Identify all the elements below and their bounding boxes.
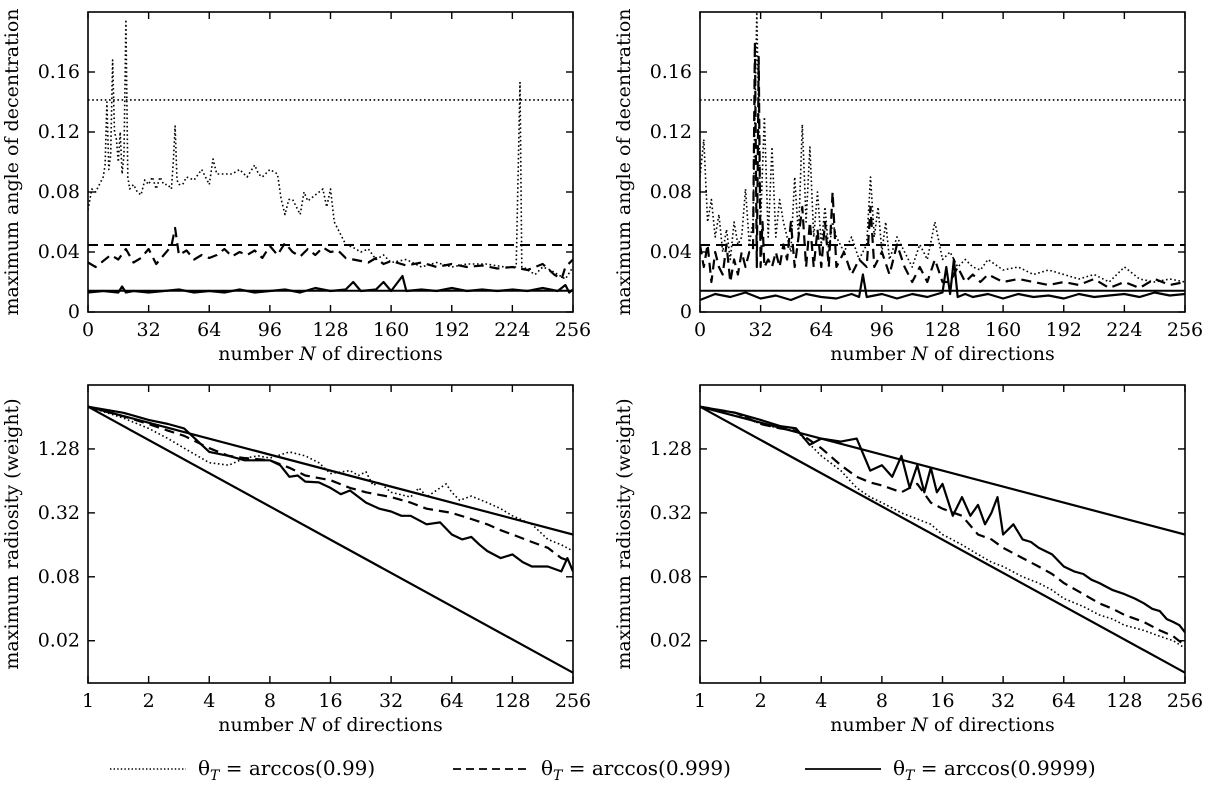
x-tick-label: 16	[930, 690, 954, 712]
chart-bottom-left: 1 2 4 8 16 32 64 128 256 0.02 0.08 0.32 1.28 number N…	[1, 384, 591, 736]
y-tick-label: 1.28	[650, 438, 692, 460]
x-tick-label: 64	[197, 319, 221, 341]
x-tick-label: 4	[203, 690, 215, 712]
y-tick-label: 0.32	[38, 502, 80, 524]
series-line-dashed	[700, 40, 1185, 290]
x-tick-label: 160	[985, 319, 1021, 341]
x-tick-label: 32	[749, 319, 773, 341]
x-tick-label: 64	[440, 690, 464, 712]
y-axis-label: maximum angle of decentration	[613, 8, 635, 315]
x-tick-label: 160	[373, 319, 409, 341]
legend-label: θT = arccos(0.999)	[541, 756, 731, 784]
x-tick-label: 128	[494, 690, 530, 712]
y-tick-label: 0	[68, 301, 80, 323]
series-line-solid	[88, 405, 573, 573]
series-line-solid	[700, 258, 1185, 302]
y-tick-label: 1.28	[38, 438, 80, 460]
series-line-solid	[700, 405, 1185, 633]
y-tick-label: 0.16	[650, 61, 692, 83]
chart-top-left: 0 32 64 96 128 160 192 224 256 0 0.04 0.08 0.12 0.16 n…	[1, 8, 591, 365]
reference-line-2	[700, 405, 1185, 674]
x-tick-label: 1	[82, 690, 94, 712]
plot-area	[700, 405, 1185, 674]
x-tick-label: 8	[264, 690, 276, 712]
x-tick-label: 32	[137, 319, 161, 341]
x-tick-label: 2	[143, 690, 155, 712]
y-tick-label: 0.08	[650, 566, 692, 588]
y-axis-label: maximum radiosity (weight)	[613, 398, 635, 669]
legend-label: θT = arccos(0.99)	[198, 756, 375, 784]
y-tick-label: 0.16	[38, 61, 80, 83]
x-tick-label: 32	[991, 690, 1015, 712]
x-tick-label: 0	[694, 319, 706, 341]
series-line-dotted	[700, 405, 1185, 649]
x-tick-label: 16	[318, 690, 342, 712]
y-tick-label: 0.02	[650, 630, 692, 652]
chart-bottom-right: 1 2 4 8 16 32 64 128 256 0.02 0.08 0.32 1.28 number N…	[613, 384, 1203, 736]
y-tick-label: 0.12	[38, 121, 80, 143]
series-line-dotted	[700, 12, 1185, 283]
y-tick-label: 0.08	[38, 566, 80, 588]
chart-top-right: 0 32 64 96 128 160 192 224 256 0 0.04 0.08 0.12 0.16 n…	[613, 8, 1203, 365]
reference-line-2	[88, 405, 573, 674]
plot-area	[88, 405, 573, 674]
plot-frame	[699, 384, 1186, 684]
x-tick-label: 224	[494, 319, 530, 341]
series-line-solid	[88, 274, 573, 294]
y-tick-label: 0.08	[650, 181, 692, 203]
x-tick-label: 2	[755, 690, 767, 712]
x-tick-label: 32	[379, 690, 403, 712]
y-tick-label: 0.02	[38, 630, 80, 652]
y-tick-label: 0	[680, 301, 692, 323]
y-tick-label: 0.04	[38, 241, 80, 263]
x-tick-label: 256	[1167, 319, 1203, 341]
x-tick-label: 64	[809, 319, 833, 341]
x-axis-label: number N of directions	[830, 343, 1055, 365]
reference-line-1	[88, 405, 573, 536]
x-axis-label: number N of directions	[218, 714, 443, 736]
x-tick-label: 0	[82, 319, 94, 341]
legend-label: θT = arccos(0.9999)	[893, 756, 1096, 784]
x-tick-label: 128	[1106, 690, 1142, 712]
series-line-dashed	[88, 405, 573, 564]
x-tick-label: 256	[555, 690, 591, 712]
y-axis-label: maximum radiosity (weight)	[1, 398, 23, 669]
x-tick-label: 256	[555, 319, 591, 341]
x-tick-label: 224	[1106, 319, 1142, 341]
x-tick-label: 256	[1167, 690, 1203, 712]
series-line-dashed	[88, 226, 573, 281]
x-tick-label: 8	[876, 690, 888, 712]
y-tick-label: 0.08	[38, 181, 80, 203]
legend: θT = arccos(0.99) θT = arccos(0.999) θT = …	[110, 756, 1096, 784]
x-tick-label: 64	[1052, 690, 1076, 712]
x-tick-label: 96	[258, 319, 282, 341]
x-tick-label: 192	[434, 319, 470, 341]
x-axis-label: number N of directions	[218, 343, 443, 365]
plot-area	[88, 18, 573, 294]
plot-frame	[87, 11, 574, 313]
series-line-dotted	[88, 18, 573, 280]
x-tick-label: 1	[694, 690, 706, 712]
x-tick-label: 128	[924, 319, 960, 341]
plot-frame	[87, 384, 574, 684]
reference-line-1	[700, 405, 1185, 536]
y-tick-label: 0.12	[650, 121, 692, 143]
plot-area	[700, 12, 1185, 302]
x-tick-label: 4	[815, 690, 827, 712]
x-tick-label: 192	[1046, 319, 1082, 341]
x-tick-label: 96	[870, 319, 894, 341]
x-tick-label: 128	[312, 319, 348, 341]
y-axis-label: maximum angle of decentration	[1, 8, 23, 315]
series-line-dashed	[700, 405, 1185, 647]
y-tick-label: 0.32	[650, 502, 692, 524]
x-axis-label: number N of directions	[830, 714, 1055, 736]
y-tick-label: 0.04	[650, 241, 692, 263]
